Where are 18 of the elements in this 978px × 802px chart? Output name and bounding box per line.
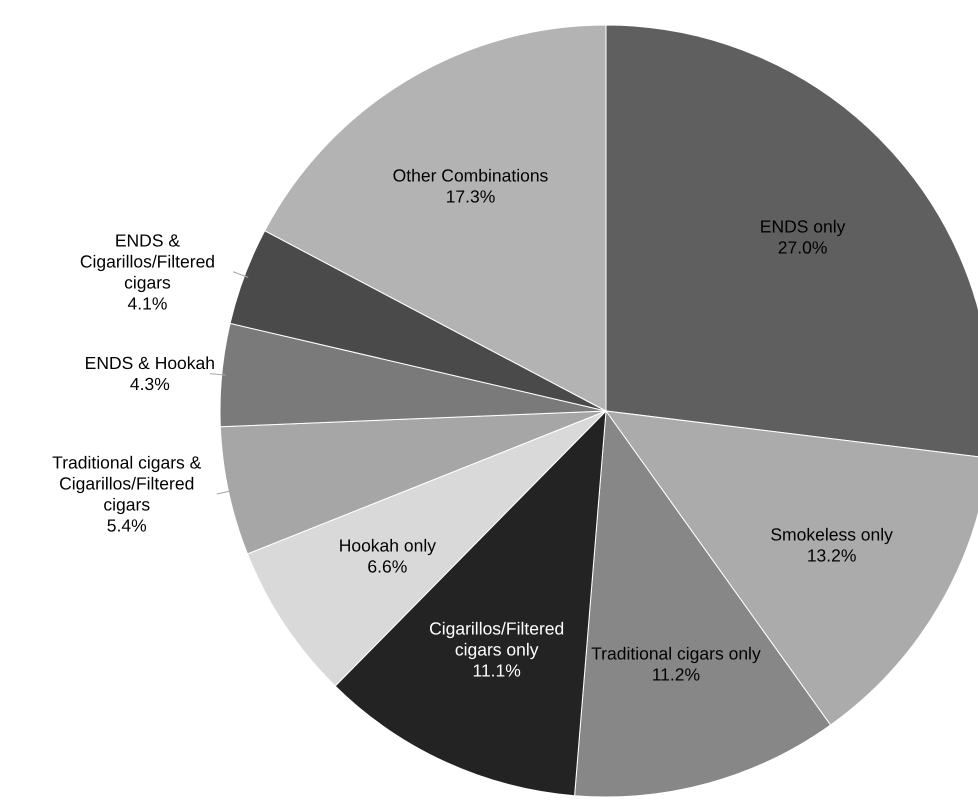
data-label: 11.2%	[652, 664, 700, 684]
data-label: 27.0%	[778, 238, 828, 258]
slice-label: ENDS only	[760, 216, 846, 237]
data-label: 4.3%	[130, 374, 170, 394]
data-label: 4.1%	[128, 293, 168, 314]
slice-label: Traditional cigars & Cigarillos/Filtered cigars	[52, 452, 202, 514]
slice-label: ENDS & Hookah	[84, 353, 216, 374]
data-label: 11.1%	[472, 660, 521, 681]
data-label: 6.6%	[367, 556, 408, 577]
slice-label: Hookah only	[338, 536, 436, 556]
slice-label: ENDS & Cigarillos/Filtered cigars	[80, 230, 216, 292]
slice-label: Other Combinations	[392, 166, 549, 186]
data-label: 17.3%	[446, 186, 496, 207]
slice-label: Cigarillos/Filtered cigars only	[429, 618, 564, 660]
slice-label: Smokeless only	[770, 524, 894, 545]
slice-label: Traditional cigars only	[591, 643, 761, 664]
data-label: 13.2%	[806, 546, 856, 566]
data-label: 5.4%	[106, 515, 147, 536]
